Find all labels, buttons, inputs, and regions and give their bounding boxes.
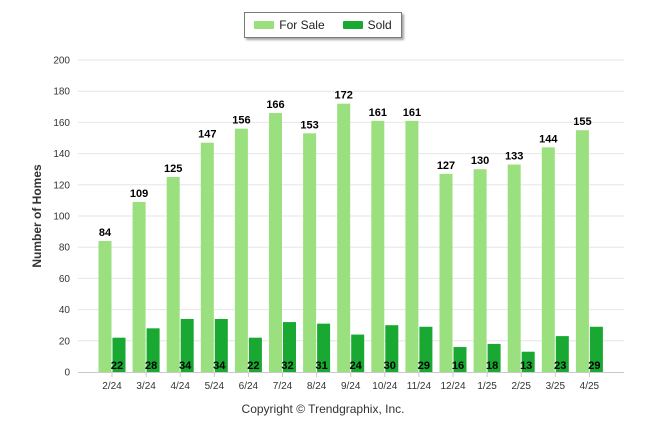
data-label-for-sale: 133	[505, 151, 523, 163]
legend-swatch-sold	[342, 21, 363, 29]
homes-bar-chart: 0 20 40 60 80 100 120 140 160 180 200 Number of Hom…	[30, 56, 624, 392]
y-tick-label: 200	[53, 56, 70, 67]
bar-sold	[589, 326, 603, 372]
x-tick-label: 4/25	[580, 381, 600, 392]
x-tick-label: 12/24	[440, 381, 465, 392]
data-label-for-sale: 125	[164, 163, 182, 175]
x-tick-label: 3/25	[546, 381, 566, 392]
x-tick-label: 3/24	[136, 381, 156, 392]
x-tick-label: 4/24	[170, 381, 190, 392]
y-tick-label: 140	[53, 149, 70, 160]
bar-sold	[214, 318, 228, 372]
bar-sold	[180, 318, 194, 372]
data-label-sold: 30	[384, 360, 396, 372]
data-label-for-sale: 147	[198, 129, 216, 141]
data-label-for-sale: 109	[130, 188, 148, 200]
data-label-sold: 34	[213, 360, 226, 372]
bar-for-sale	[337, 103, 351, 373]
x-tick-label: 11/24	[407, 381, 432, 392]
bar-sold	[487, 343, 501, 372]
bar-sold	[521, 351, 535, 372]
data-label-sold: 29	[588, 360, 600, 372]
x-tick-label: 10/24	[372, 381, 397, 392]
x-tick-label: 7/24	[273, 381, 293, 392]
data-label-for-sale: 166	[266, 99, 284, 111]
data-label-sold: 28	[145, 360, 157, 372]
y-tick-label: 160	[53, 118, 70, 129]
data-label-sold: 29	[418, 360, 430, 372]
y-tick-label: 0	[64, 368, 70, 379]
bar-for-sale	[405, 120, 419, 372]
legend-item-for-sale[interactable]: For Sale	[254, 18, 325, 32]
y-axis-title: Number of Homes	[30, 164, 44, 268]
data-label-for-sale: 155	[573, 116, 591, 128]
data-label-for-sale: 161	[369, 107, 387, 119]
bar-sold	[248, 337, 262, 372]
legend-label-for-sale: For Sale	[279, 18, 325, 32]
copyright-text: Copyright © Trendgraphix, Inc.	[241, 402, 405, 416]
data-label-for-sale: 130	[471, 155, 489, 167]
bar-for-sale	[269, 113, 282, 372]
bar-for-sale	[507, 164, 521, 372]
data-label-sold: 16	[452, 360, 464, 372]
legend-item-sold[interactable]: Sold	[342, 18, 392, 32]
bar-sold	[453, 347, 467, 372]
data-label-for-sale: 172	[335, 90, 353, 102]
data-label-sold: 34	[179, 360, 192, 372]
y-tick-label: 100	[53, 212, 70, 223]
data-label-for-sale: 156	[232, 115, 250, 127]
y-tick-label: 40	[59, 305, 71, 316]
data-label-sold: 32	[281, 360, 293, 372]
x-tick-label: 1/25	[477, 381, 497, 392]
data-label-sold: 22	[247, 360, 259, 372]
bar-sold	[555, 336, 569, 372]
data-label-for-sale: 144	[539, 133, 558, 145]
data-label-for-sale: 161	[403, 107, 421, 119]
data-label-for-sale: 84	[99, 227, 112, 239]
bar-for-sale	[98, 240, 112, 372]
data-label-sold: 22	[111, 360, 123, 372]
bar-for-sale	[166, 177, 180, 372]
bar-for-sale	[541, 147, 555, 372]
x-tick-label: 5/24	[205, 381, 225, 392]
y-tick-label: 120	[53, 180, 70, 191]
legend-label-sold: Sold	[367, 18, 392, 32]
y-tick-label: 60	[59, 274, 71, 285]
data-label-sold: 13	[520, 360, 532, 372]
x-tick-label: 2/25	[511, 381, 531, 392]
bar-sold	[283, 322, 296, 372]
bar-sold	[385, 325, 399, 372]
data-label-sold: 31	[315, 360, 327, 372]
bar-for-sale	[132, 201, 146, 372]
bar-for-sale	[439, 173, 453, 372]
x-tick-label: 2/24	[102, 381, 122, 392]
bar-for-sale	[371, 120, 385, 372]
chart-legend: For Sale Sold	[244, 12, 402, 38]
data-label-sold: 24	[350, 360, 363, 372]
bar-sold	[146, 328, 160, 372]
bar-sold	[112, 337, 126, 372]
bar-sold	[317, 323, 331, 372]
bar-for-sale	[234, 128, 248, 372]
bar-sold	[419, 326, 433, 372]
y-tick-label: 180	[53, 87, 70, 98]
bar-for-sale	[200, 142, 214, 372]
data-label-for-sale: 153	[300, 119, 318, 131]
x-tick-label: 8/24	[307, 381, 327, 392]
y-tick-label: 20	[59, 336, 71, 347]
bar-for-sale	[303, 133, 317, 372]
bar-for-sale	[473, 169, 487, 372]
x-tick-label: 9/24	[341, 381, 361, 392]
data-label-for-sale: 127	[437, 160, 455, 172]
y-tick-label: 80	[59, 243, 71, 254]
legend-swatch-for-sale	[254, 21, 275, 29]
data-label-sold: 23	[554, 360, 566, 372]
bar-sold	[351, 334, 365, 372]
data-label-sold: 18	[486, 360, 498, 372]
bar-for-sale	[575, 130, 589, 372]
x-tick-label: 6/24	[239, 381, 259, 392]
